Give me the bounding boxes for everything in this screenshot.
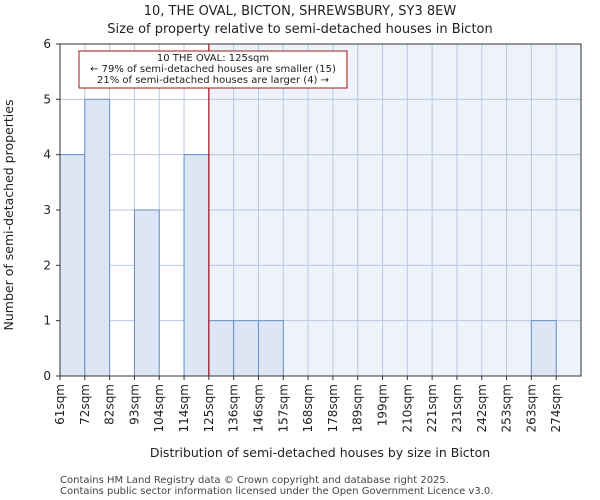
x-tick-label: 114sqm bbox=[177, 384, 191, 432]
y-tick-label: 1 bbox=[43, 314, 51, 328]
x-tick-label: 146sqm bbox=[251, 384, 265, 432]
x-tick-label: 274sqm bbox=[549, 384, 563, 432]
x-tick-label: 231sqm bbox=[450, 384, 464, 432]
x-axis-label: Distribution of semi-detached houses by … bbox=[150, 445, 490, 460]
annotation-box: 10 THE OVAL: 125sqm ← 79% of semi-detach… bbox=[78, 50, 348, 89]
x-tick-label: 242sqm bbox=[475, 384, 489, 432]
y-axis-label: Number of semi-detached properties bbox=[1, 100, 16, 331]
bar-125sqm bbox=[208, 320, 235, 377]
x-tick-label: 199qm bbox=[376, 384, 390, 426]
x-tick-label: 178sqm bbox=[326, 384, 340, 432]
footer-line-1: Contains HM Land Registry data © Crown c… bbox=[60, 475, 449, 486]
y-tick-label: 5 bbox=[43, 92, 51, 106]
x-axis-ticks: 61sqm 72sqm 82sqm 93sqm 104sqm 114sqm 125sqm 13… bbox=[53, 376, 563, 432]
x-tick-label: 189sqm bbox=[351, 384, 365, 432]
x-tick-label: 72sqm bbox=[78, 384, 92, 425]
x-tick-label: 157sqm bbox=[276, 384, 290, 432]
y-tick-label: 6 bbox=[43, 37, 51, 51]
x-tick-label: 253sqm bbox=[500, 384, 514, 432]
bar-61sqm bbox=[59, 154, 86, 377]
x-tick-label: 125sqm bbox=[202, 384, 216, 432]
x-tick-label: 221sqm bbox=[425, 384, 439, 432]
bar-136sqm bbox=[233, 320, 259, 377]
bar-72sqm bbox=[84, 98, 111, 377]
x-tick-label: 93sqm bbox=[127, 384, 141, 425]
bar-146sqm bbox=[257, 320, 284, 377]
chart-subtitle: Size of property relative to semi-detach… bbox=[107, 22, 493, 37]
bars bbox=[59, 98, 557, 377]
y-tick-label: 2 bbox=[43, 258, 51, 272]
annotation-line-1: 10 THE OVAL: 125sqm bbox=[157, 53, 269, 64]
annotation-line-2: ← 79% of semi-detached houses are smalle… bbox=[90, 64, 336, 75]
y-tick-label: 0 bbox=[43, 369, 51, 383]
y-axis-ticks: 0 1 2 3 4 5 6 bbox=[43, 37, 60, 383]
footer-line-2: Contains public sector information licen… bbox=[60, 486, 493, 497]
x-tick-label: 263sqm bbox=[524, 384, 538, 432]
x-tick-label: 136sqm bbox=[227, 384, 241, 432]
bar-263sqm bbox=[530, 320, 557, 377]
annotation-line-3: 21% of semi-detached houses are larger (… bbox=[97, 75, 329, 86]
bar-93sqm bbox=[133, 209, 160, 377]
x-tick-label: 168sqm bbox=[301, 384, 315, 432]
x-tick-label: 61sqm bbox=[53, 384, 67, 425]
x-tick-label: 104sqm bbox=[152, 384, 166, 432]
x-tick-label: 210sqm bbox=[400, 384, 414, 432]
x-tick-label: 82sqm bbox=[103, 384, 117, 425]
chart-title: 10, THE OVAL, BICTON, SHREWSBURY, SY3 8E… bbox=[144, 4, 457, 19]
y-tick-label: 4 bbox=[43, 148, 51, 162]
y-tick-label: 3 bbox=[43, 203, 51, 217]
bar-114sqm bbox=[183, 154, 210, 377]
